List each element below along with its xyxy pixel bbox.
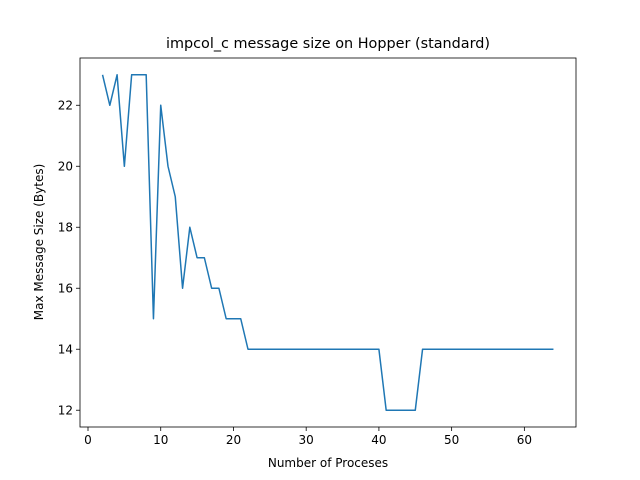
x-tick-label: 20	[226, 433, 241, 447]
x-tick-label: 50	[444, 433, 459, 447]
x-tick-label: 40	[371, 433, 386, 447]
x-axis-label: Number of Proceses	[268, 456, 388, 470]
plot-area	[101, 74, 554, 411]
y-tick-label: 14	[58, 343, 73, 357]
y-tick-label: 20	[58, 160, 73, 174]
x-axis: 0 10 20 30 40 50 60	[84, 427, 532, 447]
chart-title: impcol_c message size on Hopper (standar…	[166, 36, 490, 52]
x-tick-label: 0	[84, 433, 92, 447]
axes-frame	[79, 57, 577, 428]
x-tick-label: 60	[517, 433, 532, 447]
series-line-0	[101, 74, 554, 411]
y-axis-label: Max Message Size (Bytes)	[32, 164, 46, 321]
x-tick-label: 10	[153, 433, 168, 447]
y-tick-label: 12	[58, 404, 73, 418]
y-tick-label: 16	[58, 282, 73, 296]
y-tick-label: 18	[58, 221, 73, 235]
y-axis: 12 14 16 18 20 22	[58, 99, 80, 418]
y-tick-label: 22	[58, 99, 73, 113]
x-tick-label: 30	[299, 433, 314, 447]
